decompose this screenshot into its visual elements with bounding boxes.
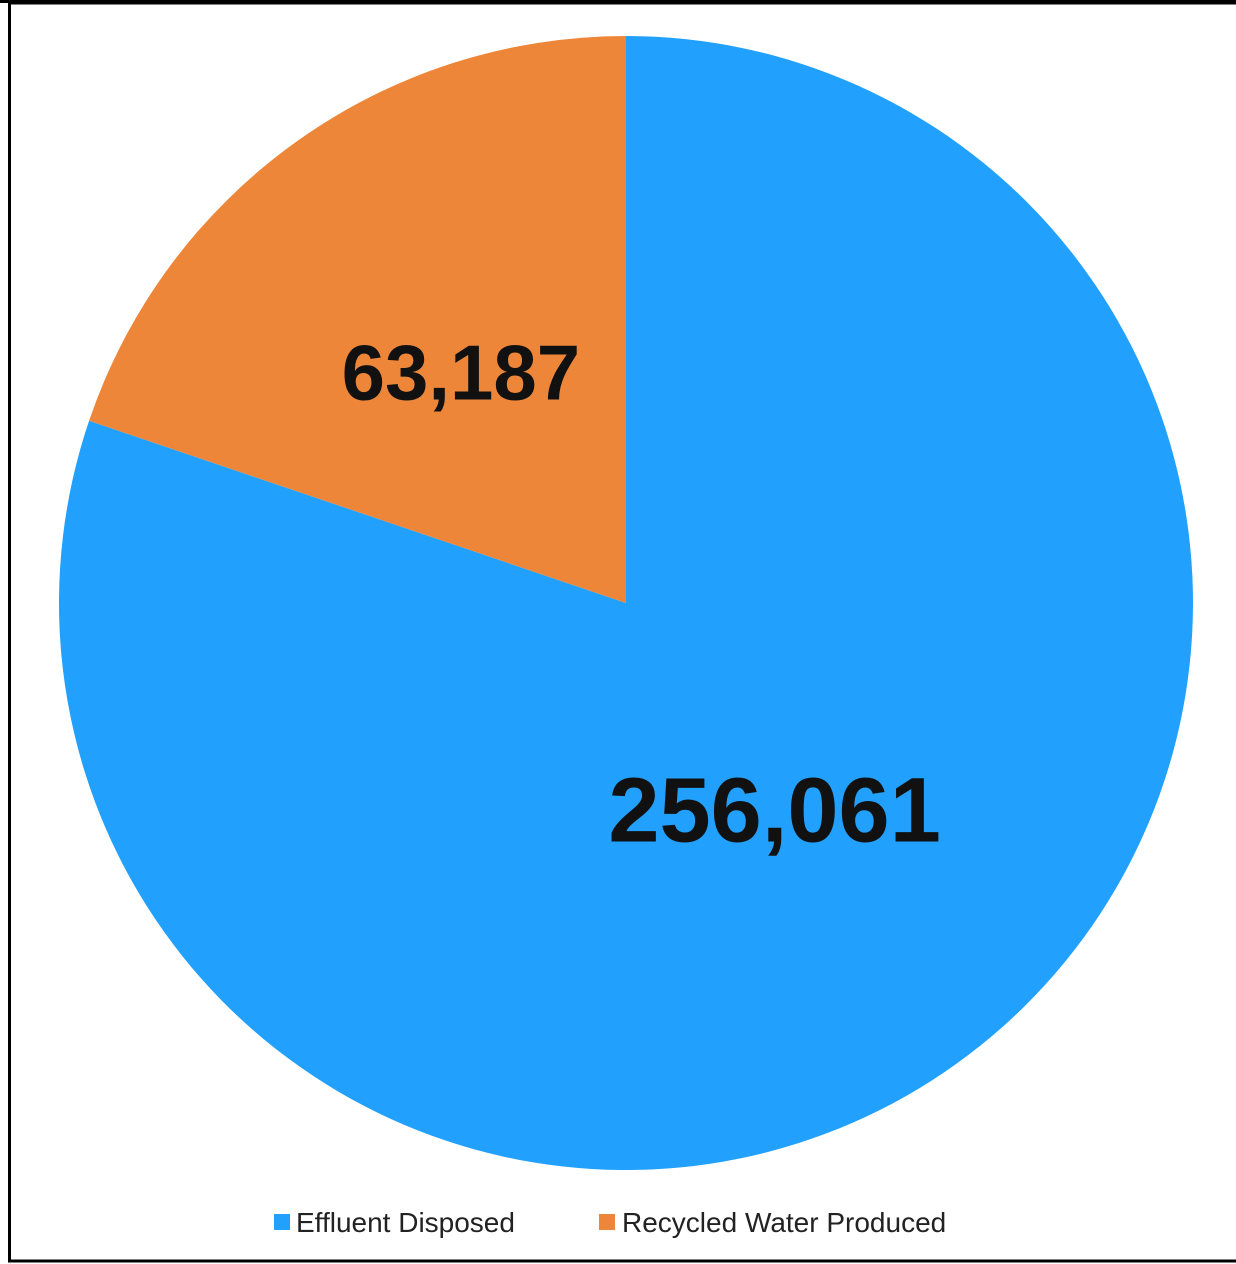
legend-label-recycled-water-produced: Recycled Water Produced [622,1207,946,1238]
legend-swatch-recycled-water-produced [599,1214,615,1230]
legend-label-effluent-disposed: Effluent Disposed [296,1207,515,1238]
pie-slices [58,36,1193,1170]
pie-slice-labels: 256,061 63,187 [342,329,941,862]
pie-data-label-recycled-water-produced: 63,187 [342,329,581,417]
legend: Effluent Disposed Recycled Water Produce… [274,1207,946,1238]
pie-data-label-effluent-disposed: 256,061 [608,759,941,861]
pie-slice-recycled-water-produced [89,36,626,603]
legend-swatch-effluent-disposed [274,1214,290,1230]
chart-border [8,1,1236,1263]
pie-slice-effluent-disposed [58,36,1193,1170]
